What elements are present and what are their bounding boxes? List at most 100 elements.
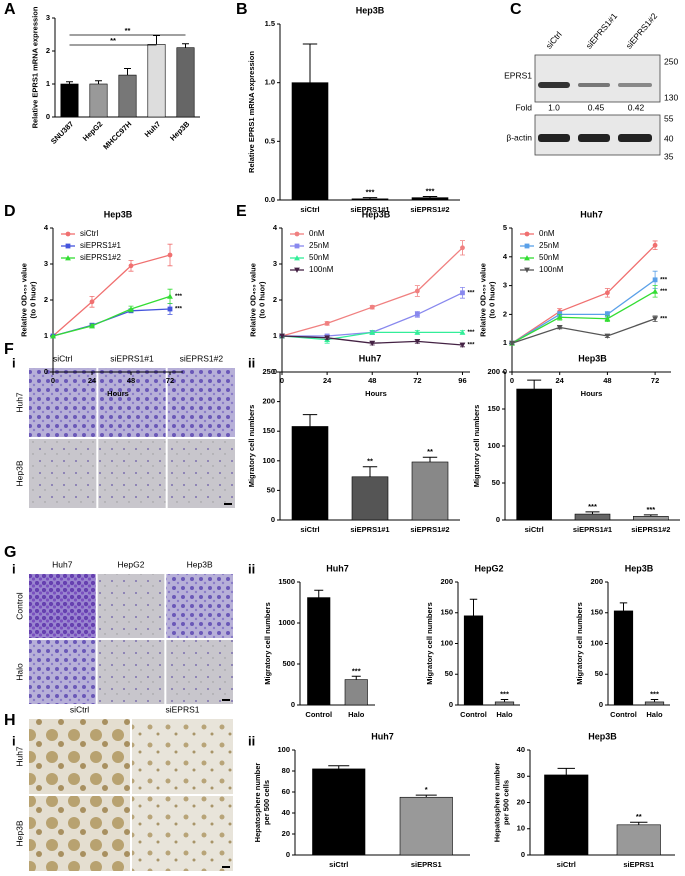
x-tick-label: siEPRS1#1: [573, 525, 612, 534]
marker: [369, 329, 376, 335]
y-tick-label: 0: [599, 700, 603, 709]
y-axis-label: (to 0 huor): [258, 281, 267, 319]
micrograph: [29, 640, 96, 704]
x-tick-label: siEPRS1#2: [410, 205, 449, 214]
error-bar: [351, 675, 361, 680]
bar: [351, 198, 389, 201]
mw-marker: 250: [664, 56, 678, 66]
error-bar: [95, 80, 102, 84]
error-bar: [500, 698, 509, 702]
bar: [544, 774, 589, 856]
y-tick-label: 250: [262, 367, 275, 376]
significance-label: ***: [175, 307, 183, 313]
sub-panel-label: i: [12, 561, 16, 576]
x-tick-label: Control: [305, 710, 332, 719]
marker: [128, 306, 134, 312]
y-tick-label: 3: [44, 259, 48, 268]
marker: [414, 288, 420, 294]
y-tick-label: 30: [517, 771, 525, 780]
significance-label: ***: [588, 502, 597, 511]
marker: [167, 293, 173, 299]
row-label: Control: [14, 592, 24, 620]
micrograph: [132, 796, 233, 871]
y-tick-label: 20: [282, 829, 290, 838]
y-tick-label: 100: [262, 456, 275, 465]
x-tick-label: 48: [603, 376, 611, 385]
lane-label: siCtrl: [544, 29, 564, 50]
y-tick-label: 0: [291, 700, 295, 709]
error-bar: [182, 43, 189, 48]
y-tick-label: 4: [503, 252, 508, 261]
x-tick-label: 24: [556, 376, 565, 385]
chart-title: Huh7: [326, 563, 349, 573]
y-tick-label: 1.5: [265, 19, 275, 28]
marker: [604, 315, 611, 322]
marker: [556, 314, 563, 320]
y-tick-label: 2: [46, 46, 50, 55]
micrograph: [167, 368, 235, 437]
panel-label: G: [4, 544, 16, 561]
legend-label: 50nM: [539, 253, 559, 262]
panel-label: E: [236, 203, 247, 220]
significance-label: ***: [660, 316, 668, 322]
y-axis-label: (to 0 huor): [29, 281, 38, 319]
error-bar: [362, 466, 378, 477]
y-tick-label: 200: [262, 397, 275, 406]
bar: [494, 701, 515, 706]
marker: [556, 324, 563, 331]
series-line: [511, 290, 656, 344]
error-bar: [302, 43, 318, 83]
panel-label: C: [510, 1, 522, 18]
y-tick-label: 100: [277, 745, 290, 754]
x-tick-label: MHCC97H: [101, 119, 133, 151]
blot-band: [578, 83, 610, 87]
y-tick-label: 2: [273, 295, 277, 304]
bar: [89, 83, 108, 118]
significance-label: ***: [650, 689, 659, 698]
marker: [369, 304, 375, 310]
significance-label: ***: [467, 343, 475, 349]
y-tick-label: 20: [517, 797, 525, 806]
y-tick-label: 1: [46, 79, 50, 88]
micrograph: [132, 719, 233, 794]
y-tick-label: 150: [262, 426, 275, 435]
y-tick-label: 3: [503, 281, 507, 290]
y-tick-label: 150: [590, 608, 603, 617]
row-label: Huh7: [14, 392, 24, 413]
scale-bar: [224, 503, 232, 505]
micrograph: [29, 796, 130, 871]
marker: [167, 306, 173, 312]
marker: [294, 243, 300, 249]
fold-value: 0.42: [628, 102, 645, 112]
y-axis-label: Relative EPRS1 mRNA expression: [247, 51, 256, 173]
marker: [459, 329, 466, 335]
marker: [294, 267, 300, 273]
marker: [604, 333, 611, 339]
x-axis-label: Hours: [581, 389, 603, 398]
scale-bar: [222, 866, 230, 868]
bar: [463, 615, 484, 706]
marker: [524, 267, 530, 273]
x-tick-label: 24: [88, 376, 97, 385]
column-label: siEPRS1#2: [180, 353, 224, 363]
y-axis-label: Relative OD₄₅₀ value: [479, 263, 488, 337]
y-axis-label: Migratory cell numbers: [247, 405, 256, 488]
y-tick-label: 60: [282, 787, 290, 796]
y-tick-label: 0: [273, 367, 277, 376]
bar: [516, 388, 552, 521]
marker: [414, 339, 421, 345]
row-label: Hep3B: [14, 820, 24, 846]
y-tick-label: 1: [273, 331, 277, 340]
bar: [176, 47, 195, 118]
y-tick-label: 40: [517, 745, 525, 754]
bar: [291, 82, 329, 201]
marker: [605, 312, 610, 317]
y-axis-label: per 500 cells: [501, 780, 510, 825]
bar: [147, 44, 166, 118]
marker: [605, 290, 610, 296]
x-tick-label: 0: [280, 376, 284, 385]
error-bar: [66, 81, 73, 84]
row-label: Halo: [14, 663, 24, 681]
y-tick-label: 100: [590, 638, 603, 647]
